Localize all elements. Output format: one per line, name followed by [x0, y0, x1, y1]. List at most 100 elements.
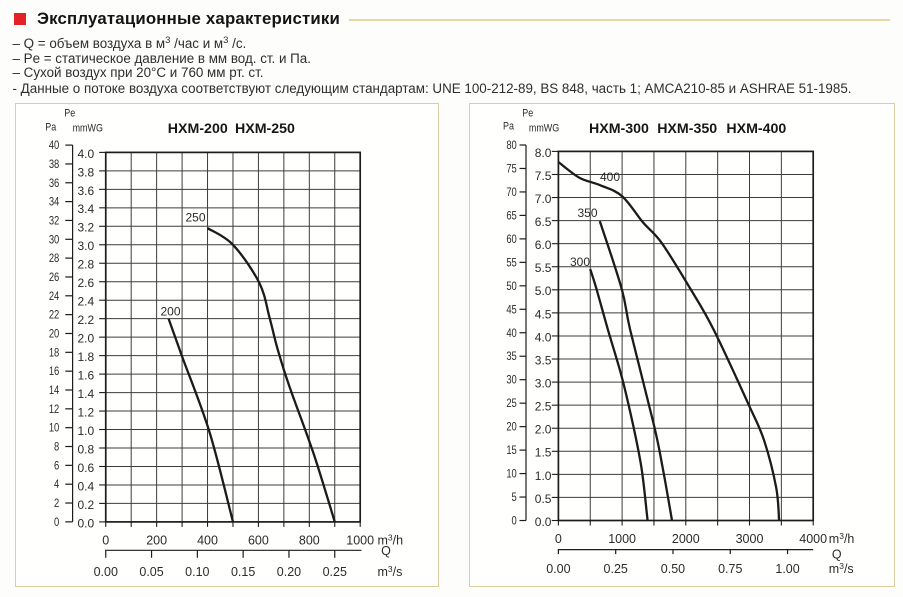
svg-text:8.0: 8.0: [535, 146, 552, 160]
svg-text:0.6: 0.6: [78, 461, 95, 475]
svg-text:0.00: 0.00: [94, 565, 118, 579]
svg-text:20: 20: [49, 328, 60, 341]
svg-text:200: 200: [161, 304, 181, 318]
svg-text:0: 0: [512, 515, 517, 528]
svg-text:0.4: 0.4: [78, 479, 95, 493]
svg-text:2.2: 2.2: [78, 313, 95, 327]
svg-text:1.5: 1.5: [535, 446, 552, 460]
svg-text:14: 14: [49, 384, 60, 397]
svg-text:0.20: 0.20: [277, 565, 301, 579]
svg-text:0: 0: [555, 532, 562, 546]
svg-text:3.6: 3.6: [78, 184, 95, 198]
svg-text:6: 6: [54, 460, 59, 473]
svg-text:Pe: Pe: [522, 107, 533, 119]
svg-text:4.5: 4.5: [535, 307, 552, 321]
svg-text:70: 70: [506, 186, 517, 199]
svg-text:4.0: 4.0: [78, 147, 95, 161]
svg-text:36: 36: [49, 177, 60, 190]
svg-text:1000: 1000: [346, 533, 374, 547]
svg-text:2.8: 2.8: [78, 258, 95, 272]
svg-text:0.00: 0.00: [546, 562, 570, 576]
svg-text:45: 45: [506, 303, 517, 316]
svg-text:3.0: 3.0: [78, 239, 95, 253]
svg-text:1000: 1000: [608, 532, 636, 546]
svg-text:Q: Q: [381, 544, 391, 558]
svg-text:40: 40: [49, 139, 60, 152]
svg-text:m3/h: m3/h: [378, 532, 404, 547]
svg-text:0: 0: [102, 533, 109, 547]
svg-text:400: 400: [600, 170, 620, 184]
svg-text:7.5: 7.5: [535, 169, 552, 183]
svg-text:24: 24: [49, 290, 60, 303]
svg-text:HXM-200: HXM-200: [168, 121, 228, 137]
svg-text:mmWG: mmWG: [73, 123, 103, 135]
svg-text:300: 300: [570, 255, 590, 269]
svg-text:5.0: 5.0: [535, 284, 552, 298]
svg-text:3.0: 3.0: [535, 376, 552, 390]
svg-text:10: 10: [49, 422, 60, 435]
svg-text:1.4: 1.4: [78, 387, 95, 401]
svg-text:0.0: 0.0: [535, 515, 552, 529]
svg-text:3.5: 3.5: [535, 353, 552, 367]
svg-text:3000: 3000: [736, 532, 764, 546]
svg-text:0.25: 0.25: [323, 565, 347, 579]
svg-text:1.0: 1.0: [535, 469, 552, 483]
svg-text:2000: 2000: [672, 532, 700, 546]
svg-text:32: 32: [49, 215, 60, 228]
svg-text:2.5: 2.5: [535, 400, 552, 414]
svg-text:2.0: 2.0: [535, 423, 552, 437]
svg-text:5.5: 5.5: [535, 261, 552, 275]
svg-text:50: 50: [506, 280, 517, 293]
svg-text:0: 0: [54, 516, 59, 529]
svg-text:3.2: 3.2: [78, 221, 95, 235]
svg-text:4.0: 4.0: [535, 330, 552, 344]
svg-text:2.0: 2.0: [78, 332, 95, 346]
svg-text:55: 55: [506, 257, 517, 270]
svg-text:5: 5: [512, 491, 517, 504]
svg-text:3.8: 3.8: [78, 165, 95, 179]
svg-text:10: 10: [506, 468, 517, 481]
svg-text:75: 75: [506, 163, 517, 176]
svg-text:1.2: 1.2: [78, 405, 95, 419]
svg-text:2.6: 2.6: [78, 276, 95, 290]
svg-text:HXM-250: HXM-250: [235, 121, 295, 137]
svg-text:0.0: 0.0: [78, 516, 95, 530]
svg-text:Pe: Pe: [64, 107, 75, 119]
svg-text:60: 60: [506, 233, 517, 246]
svg-text:15: 15: [506, 444, 517, 457]
svg-text:28: 28: [49, 252, 60, 265]
svg-text:0.75: 0.75: [718, 562, 742, 576]
svg-text:2.4: 2.4: [78, 295, 95, 309]
svg-text:mmWG: mmWG: [529, 123, 559, 135]
svg-text:1.6: 1.6: [78, 369, 95, 383]
svg-text:0.5: 0.5: [535, 492, 552, 506]
svg-text:6.5: 6.5: [535, 215, 552, 229]
svg-text:0.15: 0.15: [231, 565, 255, 579]
svg-text:400: 400: [197, 533, 218, 547]
svg-text:1.0: 1.0: [78, 424, 95, 438]
svg-text:0.05: 0.05: [139, 565, 163, 579]
svg-text:3.4: 3.4: [78, 202, 95, 216]
svg-text:12: 12: [49, 403, 60, 416]
svg-text:38: 38: [49, 158, 60, 171]
svg-text:m3/h: m3/h: [829, 531, 855, 546]
svg-text:600: 600: [248, 533, 269, 547]
svg-text:0.25: 0.25: [604, 562, 628, 576]
svg-text:HXM-300: HXM-300: [589, 121, 649, 137]
svg-text:250: 250: [186, 211, 206, 225]
svg-text:Pa: Pa: [503, 120, 514, 132]
svg-text:18: 18: [49, 346, 60, 359]
svg-text:80: 80: [506, 139, 517, 152]
svg-text:Q: Q: [832, 548, 842, 562]
svg-text:1.8: 1.8: [78, 350, 95, 364]
svg-text:35: 35: [506, 350, 517, 363]
svg-text:200: 200: [146, 533, 167, 547]
svg-text:350: 350: [578, 206, 598, 220]
svg-text:26: 26: [49, 271, 60, 284]
svg-text:0.10: 0.10: [185, 565, 209, 579]
svg-text:Pa: Pa: [45, 121, 56, 133]
svg-text:7.0: 7.0: [535, 192, 552, 206]
svg-text:20: 20: [506, 421, 517, 434]
svg-text:8: 8: [54, 441, 59, 454]
svg-text:4000: 4000: [799, 532, 827, 546]
